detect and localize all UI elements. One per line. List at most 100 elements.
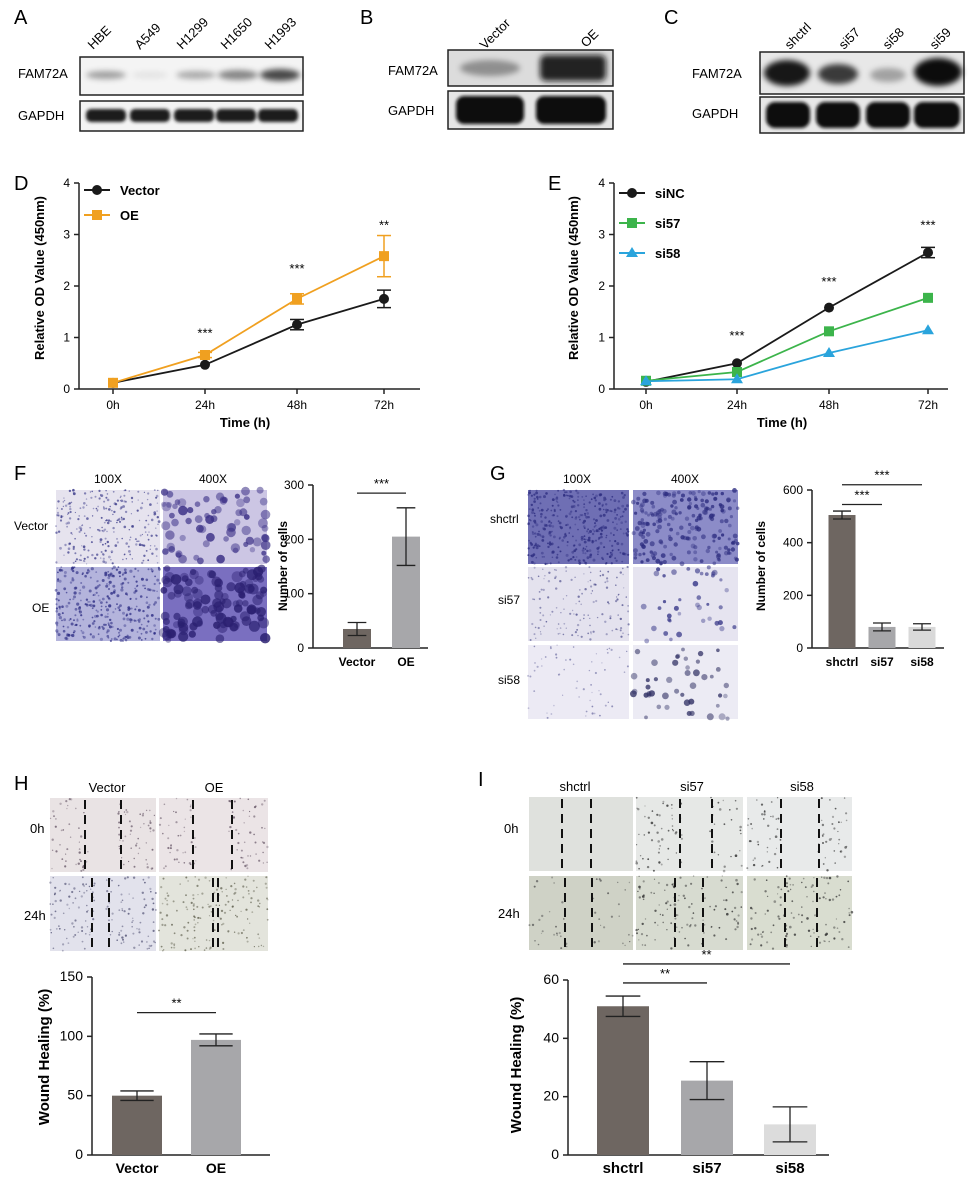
cell-dot: [619, 617, 622, 621]
cell-dot: [547, 596, 550, 599]
cell-dot: [584, 512, 586, 515]
cell-dot: [54, 886, 57, 889]
cell-dot: [555, 496, 559, 499]
cell-dot: [577, 516, 581, 519]
significance-label: **: [701, 947, 711, 962]
cell-dot: [266, 908, 269, 911]
series-line-OE: [112, 255, 385, 384]
cell-dot: [253, 815, 256, 818]
cell-dot: [779, 839, 782, 841]
cell-dot: [704, 897, 706, 899]
cell-dot: [121, 586, 124, 589]
cell-dot: [590, 498, 593, 501]
cell-dot: [824, 892, 826, 895]
cell-dot: [91, 490, 93, 493]
x-tick-label: 24h: [727, 398, 747, 412]
cell-dot: [74, 934, 77, 936]
cell-dot: [725, 886, 727, 889]
cell-dot: [142, 627, 146, 631]
cell-dot: [655, 513, 659, 517]
cell-dot: [570, 510, 573, 513]
cell-dot: [527, 547, 530, 550]
cell-dot: [183, 830, 186, 833]
cell-dot: [688, 522, 692, 527]
cell-dot: [86, 504, 88, 506]
cell-dot: [662, 574, 666, 578]
blot-row-label: GAPDH: [18, 108, 64, 123]
blot-lane-label: OE: [578, 26, 602, 50]
cell-dot: [678, 931, 681, 933]
blot-band: [870, 68, 906, 82]
cell-dot: [533, 519, 537, 523]
cell-dot: [576, 491, 580, 495]
micrograph-column-label: shctrl: [559, 779, 590, 794]
cell-dot: [95, 507, 98, 510]
cell-dot: [821, 834, 824, 837]
cell-dot: [621, 604, 624, 607]
cell-dot: [80, 926, 84, 929]
cell-dot: [531, 525, 535, 528]
cell-dot: [151, 589, 155, 592]
cell-dot: [605, 511, 608, 514]
cell-dot: [577, 634, 579, 637]
cell-dot: [54, 910, 57, 913]
y-axis-label: Number of cells: [754, 521, 768, 611]
cell-dot: [681, 926, 683, 929]
data-point: [200, 359, 210, 370]
cell-dot: [262, 851, 264, 854]
cell-dot: [110, 592, 113, 595]
cell-dot: [593, 530, 596, 533]
blot-band: [818, 64, 858, 84]
cell-dot: [72, 902, 74, 904]
cell-dot: [606, 648, 608, 651]
cell-dot: [147, 935, 150, 938]
cell-dot: [247, 798, 250, 801]
cell-dot: [59, 546, 62, 550]
cell-dot: [616, 628, 619, 631]
cell-dot: [108, 919, 110, 922]
cell-dot: [757, 843, 760, 846]
cell-dot: [158, 627, 169, 638]
cell-dot: [644, 805, 646, 807]
cell-dot: [587, 632, 590, 635]
cell-dot: [146, 625, 149, 627]
cell-dot: [715, 554, 721, 559]
cell-dot: [147, 876, 150, 879]
cell-dot: [717, 536, 721, 540]
cell-dot: [163, 565, 171, 572]
legend-label: si57: [655, 216, 680, 231]
cell-dot: [134, 587, 136, 590]
cell-dot: [555, 656, 558, 659]
cell-dot: [63, 587, 67, 591]
cell-dot: [208, 604, 218, 614]
cell-dot: [81, 525, 83, 527]
cell-dot: [72, 547, 75, 551]
cell-dot: [105, 907, 108, 911]
y-tick-label: 3: [63, 228, 70, 242]
cell-dot: [189, 863, 192, 866]
cell-dot: [62, 629, 66, 633]
cell-dot: [122, 572, 125, 575]
cell-dot: [156, 562, 159, 564]
cell-dot: [718, 546, 722, 551]
cell-dot: [591, 539, 594, 543]
cell-dot: [177, 834, 180, 837]
cell-dot: [73, 630, 76, 633]
cell-dot: [192, 588, 203, 600]
cell-dot: [190, 901, 193, 905]
cell-dot: [157, 596, 160, 600]
cell-dot: [721, 509, 726, 514]
cell-dot: [231, 899, 234, 901]
cell-dot: [180, 934, 183, 937]
cell-dot: [147, 538, 150, 541]
cell-dot: [134, 589, 138, 593]
cell-dot: [628, 881, 631, 884]
cell-dot: [587, 528, 589, 531]
cell-dot: [590, 631, 592, 633]
cell-dot: [569, 495, 572, 498]
cell-dot: [574, 523, 577, 526]
cell-dot: [242, 809, 245, 812]
cell-dot: [684, 897, 686, 900]
